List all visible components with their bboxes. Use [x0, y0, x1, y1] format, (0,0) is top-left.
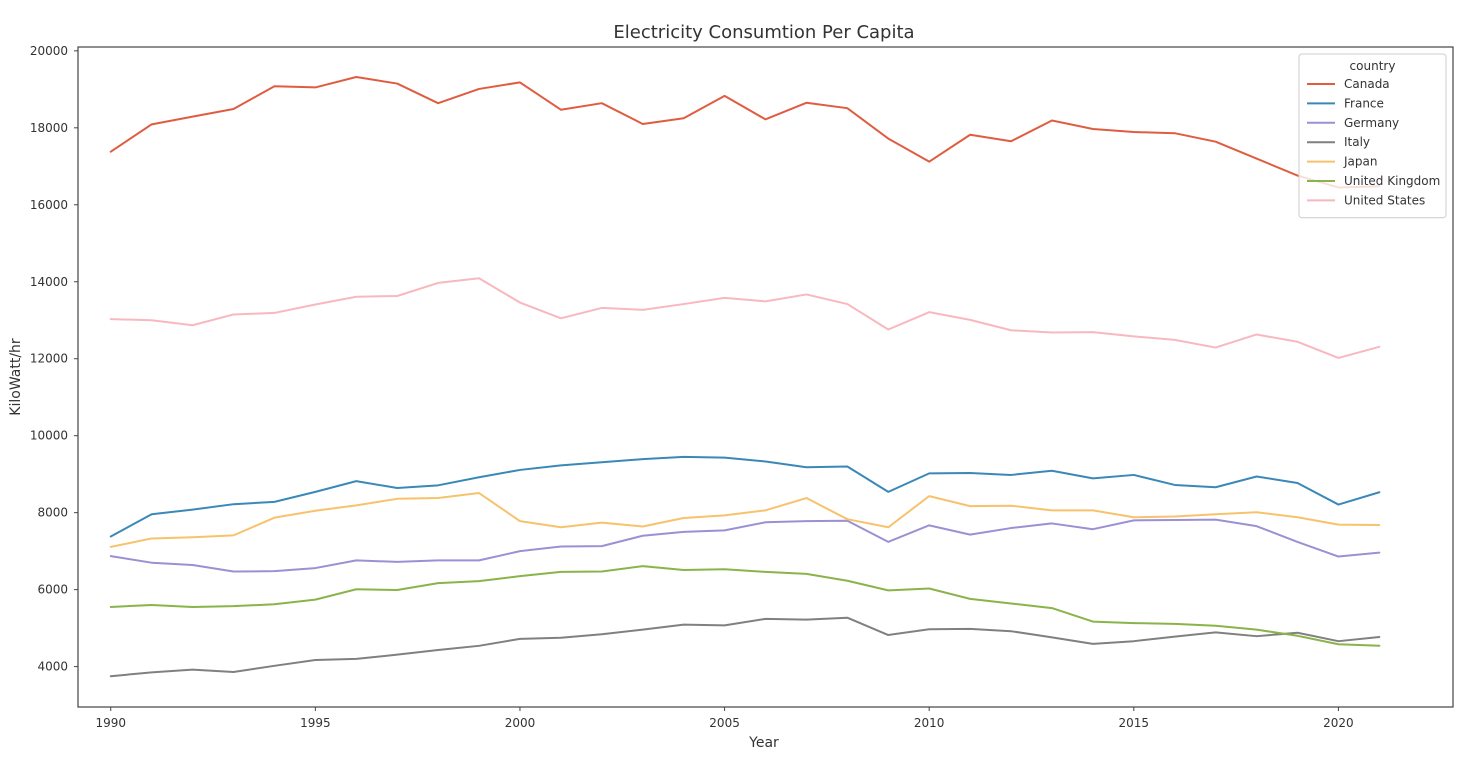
legend: country Canada France Germany Italy Japan Unit…: [1298, 53, 1447, 219]
series-line-united-kingdom: [109, 565, 1381, 647]
x-tick-label: 1995: [300, 716, 331, 730]
legend-entry: Canada: [1344, 77, 1390, 91]
legend-title: country: [1350, 59, 1396, 73]
series-layer: [109, 76, 1381, 678]
x-tick-label: 1990: [95, 716, 126, 730]
series-line-united-states: [109, 277, 1381, 359]
x-tick-label: 2020: [1323, 716, 1354, 730]
x-tick-label: 2010: [914, 716, 945, 730]
plot-frame: [77, 46, 1454, 708]
y-axis: 4000 6000 8000 10000 12000 14000 16000 18000 200…: [30, 44, 78, 674]
series-line-france: [109, 455, 1381, 538]
legend-entry: France: [1344, 96, 1384, 110]
legend-entry: Germany: [1344, 116, 1399, 130]
y-tick-label: 20000: [30, 44, 68, 58]
x-tick-label: 2000: [505, 716, 536, 730]
y-tick-label: 18000: [30, 121, 68, 135]
series-line-germany: [109, 518, 1381, 573]
x-axis: 1990 1995 2000 2005 2010 2015 2020: [95, 707, 1354, 730]
legend-entry: Italy: [1344, 135, 1370, 149]
legend-entry: United States: [1344, 193, 1425, 207]
x-axis-title: Year: [748, 735, 779, 751]
y-tick-label: 4000: [37, 660, 68, 674]
y-tick-label: 14000: [30, 275, 68, 289]
chart-title: Electricity Consumtion Per Capita: [613, 22, 914, 43]
legend-entry: United Kingdom: [1344, 174, 1440, 188]
y-tick-label: 10000: [30, 429, 68, 443]
y-tick-label: 8000: [37, 506, 68, 520]
y-tick-label: 16000: [30, 198, 68, 212]
x-tick-label: 2005: [709, 716, 740, 730]
series-line-japan: [109, 492, 1381, 548]
y-tick-label: 6000: [37, 583, 68, 597]
series-line-italy: [109, 616, 1381, 678]
legend-box: [1298, 53, 1447, 219]
y-tick-label: 12000: [30, 352, 68, 366]
legend-entry: Japan: [1343, 155, 1377, 169]
y-axis-title: KiloWatt/hr: [8, 338, 24, 416]
series-line-canada: [109, 76, 1381, 189]
x-tick-label: 2015: [1119, 716, 1150, 730]
